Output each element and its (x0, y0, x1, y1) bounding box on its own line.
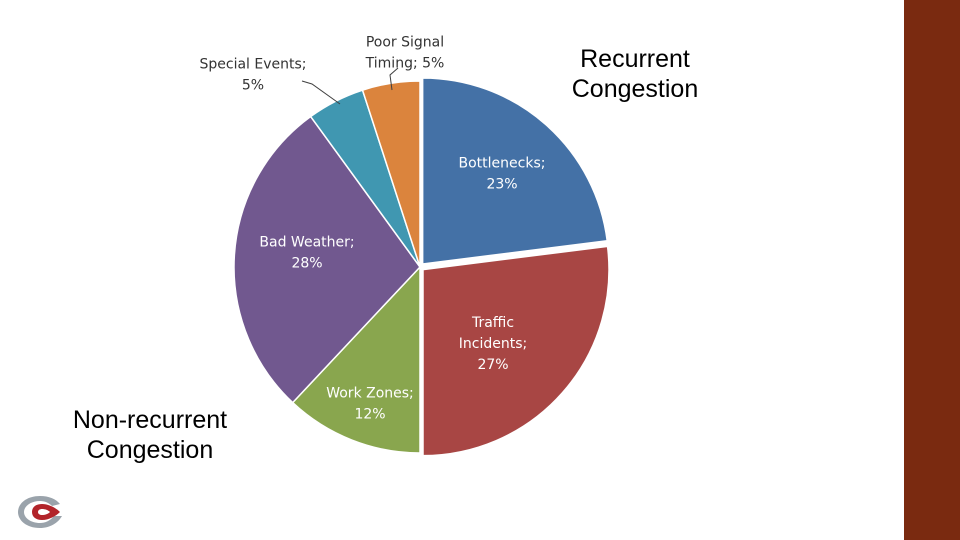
data-label-1: Traffic Incidents; 27% (459, 315, 527, 373)
non-recurrent-title-line-2: Congestion (86, 436, 214, 464)
data-label-1-line-1: Incidents; (459, 336, 527, 352)
recurrent-congestion-title: Recurrent Congestion (545, 44, 725, 104)
data-label-3: Bad Weather; 28% (259, 235, 354, 272)
pie-slices (233, 77, 610, 457)
data-label-4-line-0: Special Events; (199, 57, 306, 73)
non-recurrent-title-line-1: Non-recurrent (72, 406, 228, 434)
data-label-3-line-0: Bad Weather; (259, 235, 354, 251)
data-label-2-line-0: Work Zones; (326, 386, 414, 402)
swirl-logo-icon (18, 496, 62, 528)
data-label-0-line-1: 23% (486, 177, 517, 193)
data-label-4-line-1: 5% (242, 78, 264, 94)
pie-slice-work-zones (291, 265, 421, 454)
recurrent-title-line-1: Recurrent (580, 45, 690, 73)
recurrent-title-line-2: Congestion (571, 75, 699, 103)
leader-line-5 (389, 67, 399, 91)
data-label-4: Special Events; 5% (199, 57, 306, 94)
data-label-5-line-1: Timing; 5% (365, 56, 445, 72)
data-labels: Bottlenecks; 23% Traffic Incidents; 27% Work … (199, 35, 545, 423)
pie-slice-traffic (422, 245, 610, 457)
data-label-2-line-1: 12% (354, 407, 385, 423)
leader-line-4 (301, 80, 341, 105)
data-label-5-line-0: Poor Signal (366, 35, 444, 51)
data-label-3-line-1: 28% (291, 256, 322, 272)
data-label-2: Work Zones; 12% (326, 386, 414, 423)
pie-slice-bottlenecks (421, 77, 609, 265)
data-label-5: Poor Signal Timing; 5% (365, 35, 445, 72)
data-label-1-line-0: Traffic (471, 315, 514, 331)
data-label-0-line-0: Bottlenecks; (459, 156, 546, 172)
data-label-1-line-2: 27% (477, 357, 508, 373)
leader-lines (301, 67, 399, 105)
data-label-0: Bottlenecks; 23% (459, 156, 546, 193)
pie-slice-bad-weather (233, 115, 421, 404)
non-recurrent-congestion-title: Non-recurrent Congestion (30, 405, 270, 465)
right-accent-bar (904, 0, 960, 540)
